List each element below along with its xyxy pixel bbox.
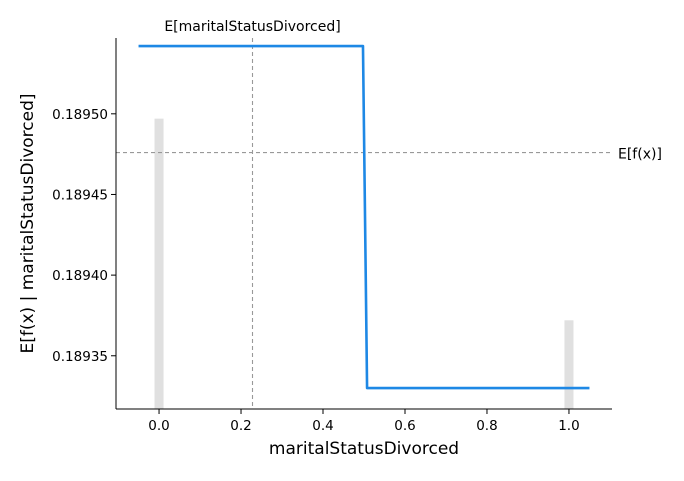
y-axis-label: E[f(x) | maritalStatusDivorced] [18, 93, 38, 353]
histogram-bar-1 [564, 320, 574, 409]
x-tick-label-5: 1.0 [558, 418, 579, 434]
labels-layer: maritalStatusDivorced E[f(x) | maritalSt… [18, 19, 662, 459]
x-tick-label-3: 0.6 [394, 418, 415, 434]
x-tick-label-1: 0.2 [230, 418, 251, 434]
x-tick-label-4: 0.8 [476, 418, 497, 434]
axes-layer: 0.0 0.2 0.4 0.6 0.8 1.0 0.18935 0.18940 0.18945 0… [52, 38, 612, 434]
y-tick-label-2: 0.18945 [52, 187, 108, 203]
x-tick-label-2: 0.4 [312, 418, 333, 434]
x-tick-label-0: 0.0 [148, 418, 169, 434]
y-tick-label-1: 0.18940 [52, 268, 108, 284]
expected-feature-label: E[maritalStatusDivorced] [164, 19, 340, 35]
x-axis-label: maritalStatusDivorced [269, 439, 459, 459]
expected-output-label: E[f(x)] [618, 147, 662, 163]
series-layer [138, 44, 590, 390]
pdp-line-0 [138, 44, 590, 390]
y-tick-label-0: 0.18935 [52, 349, 108, 365]
y-tick-label-3: 0.18950 [52, 107, 108, 123]
histogram-bar-0 [154, 118, 164, 410]
histogram-layer [154, 118, 574, 410]
